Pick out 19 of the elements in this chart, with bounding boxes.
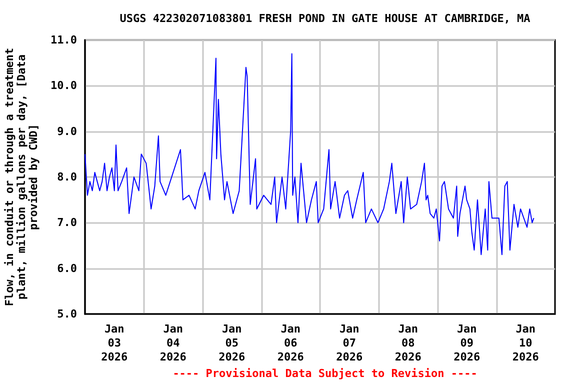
x-tick-label: Jan 04 2026 — [160, 322, 187, 364]
y-tick-label: 8.0 — [57, 170, 77, 184]
y-tick-label: 10.0 — [50, 79, 77, 92]
y-tick-label: 5.0 — [57, 308, 77, 320]
x-tick-label: Jan 08 2026 — [394, 322, 422, 364]
x-tick-label: Jan 09 2026 — [454, 322, 480, 364]
y-tick-label: 6.0 — [57, 262, 77, 275]
x-tick-label: Jan 06 2026 — [277, 322, 304, 364]
x-tick-label: Jan 10 2026 — [512, 322, 540, 364]
text: ---- Provisional Data Subject to Revision ---- — [172, 367, 478, 380]
y-axis-title: Flow, in conduit or through a treatment plant, million gallons per day, [Data provided by CWD] — [3, 48, 40, 306]
x-tick-label: Jan 07 2026 — [336, 322, 363, 364]
chart-title: USGS 422302071083801 FRESH POND IN GATE HOUSE AT CAMBRIDGE, MA — [120, 12, 531, 25]
line-series — [84, 53, 534, 256]
x-tick-label: Jan 05 2026 — [218, 322, 246, 364]
y-tick-label: 9.0 — [57, 124, 77, 138]
y-tick-label: 7.0 — [57, 216, 77, 230]
x-tick-label: Jan 03 2026 — [101, 322, 128, 364]
y-tick-label: 11.0 — [50, 34, 77, 46]
